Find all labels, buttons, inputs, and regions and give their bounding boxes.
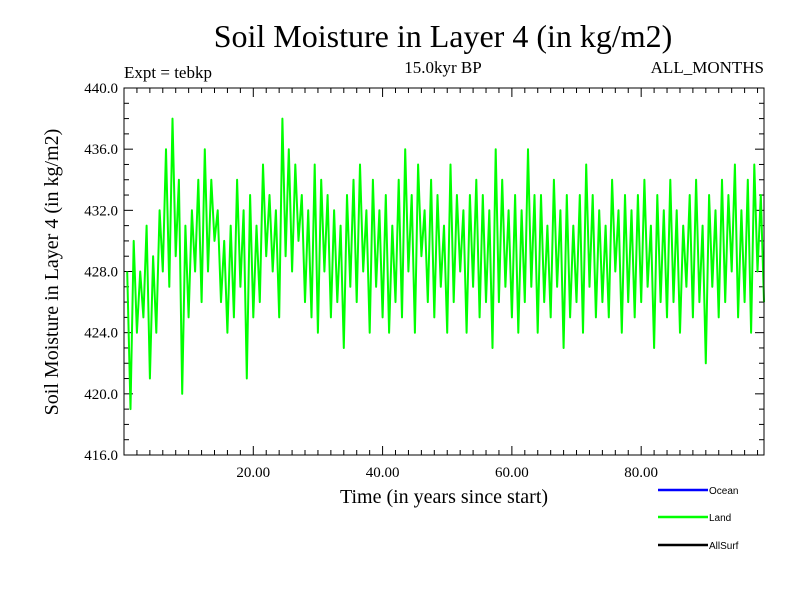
experiment-label: Expt = tebkp bbox=[124, 63, 212, 82]
x-tick-label: 40.00 bbox=[366, 465, 400, 481]
y-tick-label: 424.0 bbox=[84, 326, 118, 342]
x-tick-label: 60.00 bbox=[495, 465, 529, 481]
chart-title: Soil Moisture in Layer 4 (in kg/m2) bbox=[214, 18, 673, 54]
x-tick-label: 80.00 bbox=[624, 465, 658, 481]
period-label: ALL_MONTHS bbox=[651, 58, 764, 77]
y-tick-label: 436.0 bbox=[84, 142, 118, 158]
legend: Ocean Land AllSurf bbox=[658, 486, 739, 552]
legend-label-allsurf: AllSurf bbox=[709, 541, 739, 552]
x-axis-label: Time (in years since start) bbox=[340, 486, 548, 508]
series-line-land bbox=[126, 117, 765, 411]
legend-item-land: Land bbox=[658, 513, 731, 524]
x-tick-labels: 20.00 40.00 60.00 80.00 bbox=[236, 465, 658, 481]
chart-subtitle: 15.0kyr BP bbox=[404, 58, 481, 77]
legend-item-ocean: Ocean bbox=[658, 486, 738, 497]
y-axis-label: Soil Moisture in Layer 4 (in kg/m2) bbox=[41, 129, 63, 416]
legend-label-ocean: Ocean bbox=[709, 486, 738, 497]
y-tick-label: 420.0 bbox=[84, 387, 118, 403]
y-tick-labels: 416.0 420.0 424.0 428.0 432.0 436.0 440.0 bbox=[84, 81, 118, 464]
legend-item-allsurf: AllSurf bbox=[658, 541, 739, 552]
legend-label-land: Land bbox=[709, 513, 731, 524]
plot-frame bbox=[123, 87, 765, 456]
x-tick-label: 20.00 bbox=[236, 465, 270, 481]
y-tick-label: 432.0 bbox=[84, 203, 118, 219]
y-tick-label: 428.0 bbox=[84, 265, 118, 281]
y-tick-label: 440.0 bbox=[84, 81, 118, 97]
y-tick-label: 416.0 bbox=[84, 448, 118, 464]
